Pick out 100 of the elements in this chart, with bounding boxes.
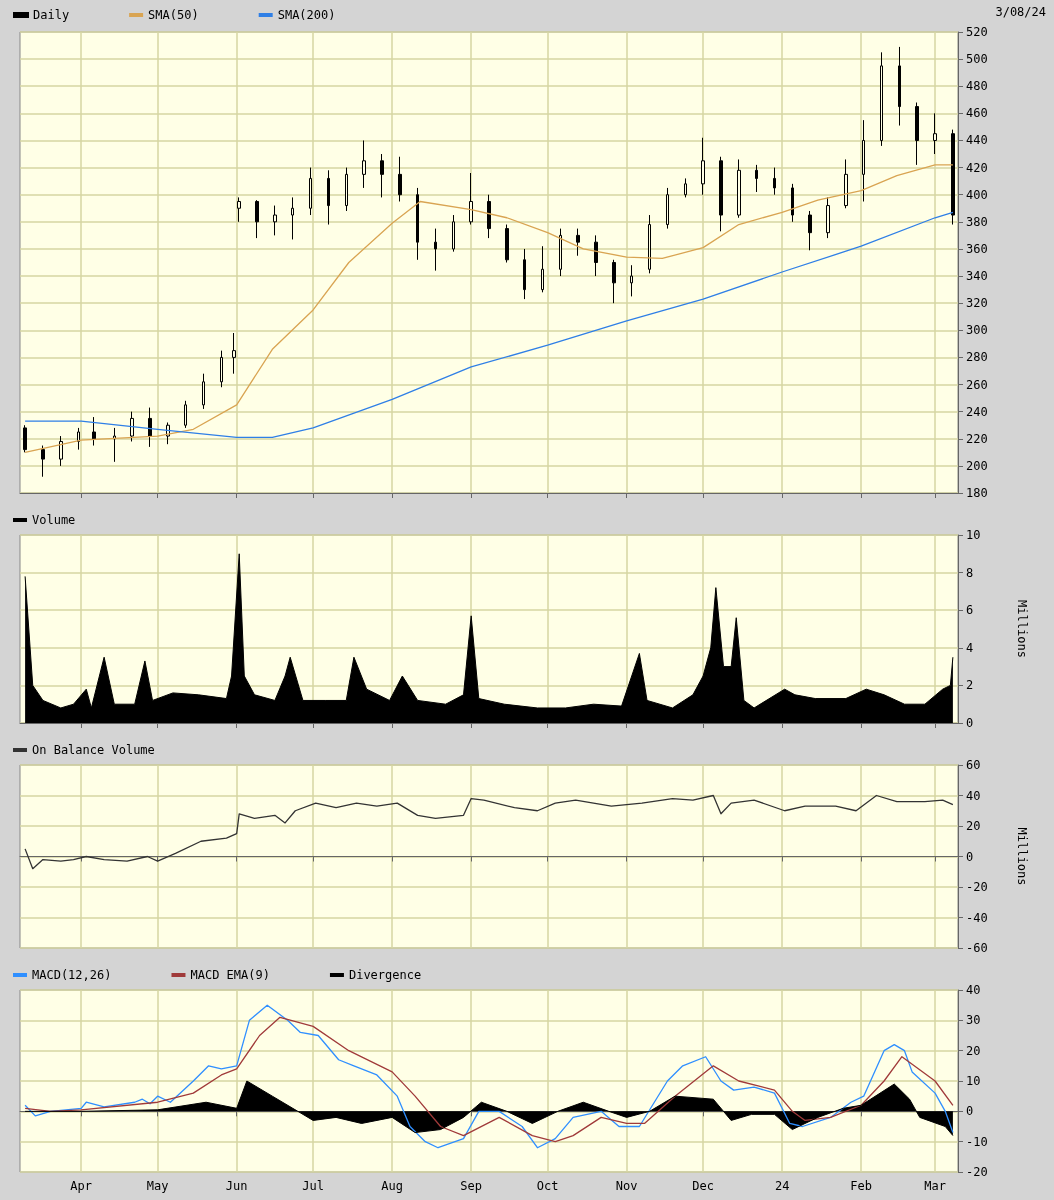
y-tick-label: -60 <box>966 941 988 955</box>
x-tick-label: Feb <box>850 1179 872 1193</box>
candlestick <box>77 427 80 451</box>
candlestick <box>184 400 187 429</box>
line-series <box>24 164 954 453</box>
y-tick-label: 240 <box>966 404 988 419</box>
legend-label: Daily <box>33 8 70 22</box>
candlestick <box>630 264 633 297</box>
y-tick-label: 420 <box>966 160 988 175</box>
y-tick-label: 260 <box>966 377 988 392</box>
y-tick-label: 400 <box>966 187 988 202</box>
x-tick-label: Apr <box>70 1179 93 1193</box>
y-axis-title: Millions <box>1015 827 1029 886</box>
y-tick-label: 20 <box>966 1043 981 1058</box>
y-tick-label: 220 <box>966 431 988 446</box>
x-tick-label: Jun <box>225 1179 248 1193</box>
x-tick-label: Jul <box>302 1179 324 1193</box>
y-tick-label: 4 <box>966 640 974 655</box>
x-tick-label: Sep <box>460 1179 482 1193</box>
candlestick <box>523 248 526 300</box>
x-tick-label: Dec <box>692 1179 714 1193</box>
y-tick-label: -10 <box>966 1134 988 1149</box>
candlestick <box>773 167 776 196</box>
y-tick-label: 380 <box>966 214 988 229</box>
candlestick <box>719 156 723 232</box>
y-tick-label: 6 <box>966 603 974 618</box>
candlestick <box>933 112 937 155</box>
candlestick <box>826 196 830 239</box>
x-tick-label: 24 <box>774 1179 790 1193</box>
legend-label: MACD EMA(9) <box>190 968 270 982</box>
y-tick-label: 300 <box>966 323 988 338</box>
candlestick <box>273 205 277 236</box>
candlestick <box>612 259 616 304</box>
candlestick <box>452 214 455 253</box>
y-tick-label: 40 <box>966 983 981 997</box>
y-tick-label: 320 <box>966 296 988 311</box>
legend-label: Volume <box>32 513 76 527</box>
line-series <box>24 794 954 870</box>
candlestick <box>220 350 223 388</box>
candlestick <box>576 228 580 257</box>
y-tick-label: 180 <box>966 486 988 500</box>
candlestick <box>380 153 384 198</box>
candlestick <box>684 177 687 198</box>
x-tick-label: Mar <box>924 1179 946 1193</box>
y-tick-label: 460 <box>966 106 988 121</box>
candlestick <box>701 137 705 196</box>
y-tick-label: 0 <box>966 1104 974 1119</box>
y-tick-label: 440 <box>966 133 988 148</box>
line-series <box>24 211 954 439</box>
candlestick <box>202 373 205 410</box>
candlestick <box>808 210 812 251</box>
candlestick <box>791 183 794 223</box>
x-tick-label: Oct <box>536 1179 559 1193</box>
candlestick <box>898 46 901 127</box>
candlestick <box>345 167 348 212</box>
candlestick <box>755 164 758 193</box>
candlestick <box>232 332 236 375</box>
legend-label: On Balance Volume <box>32 743 155 757</box>
y-tick-label: 520 <box>966 25 988 39</box>
candlestick <box>398 156 402 202</box>
y-tick-label: 8 <box>966 565 974 580</box>
text: 3/08/24 <box>995 5 1047 19</box>
legend-label: Divergence <box>348 968 422 982</box>
candlestick <box>362 139 366 189</box>
legend-label: SMA(50) <box>148 8 199 22</box>
candlestick <box>469 172 473 226</box>
y-axis-title: Millions <box>1015 600 1029 658</box>
y-tick-label: 60 <box>966 758 981 772</box>
candlestick <box>434 228 437 272</box>
y-tick-label: 280 <box>966 350 988 365</box>
y-tick-label: 30 <box>966 1013 981 1028</box>
legend-label: MACD(12,26) <box>32 968 112 982</box>
candlestick <box>880 51 883 147</box>
candlestick <box>416 187 419 261</box>
legend-label: SMA(200) <box>277 8 336 22</box>
candlestick <box>237 196 241 223</box>
candlestick <box>327 169 330 226</box>
candlestick <box>862 119 865 202</box>
candlestick <box>309 167 312 216</box>
y-tick-label: 40 <box>966 788 981 803</box>
y-tick-label: 2 <box>966 678 974 693</box>
candlestick <box>594 234 598 277</box>
candlestick <box>23 424 27 453</box>
y-tick-label: 500 <box>966 52 988 67</box>
y-tick-label: 10 <box>966 1074 981 1088</box>
y-tick-label: 360 <box>966 241 988 256</box>
candlestick <box>541 245 544 293</box>
y-tick-label: 340 <box>966 269 988 284</box>
candlestick <box>59 435 63 467</box>
candlestick <box>41 445 45 478</box>
candlestick <box>148 407 152 448</box>
x-tick-label: May <box>146 1179 169 1193</box>
candlestick <box>255 199 259 239</box>
candlestick <box>915 102 919 166</box>
y-tick-label: -20 <box>966 880 988 894</box>
y-tick-label: 10 <box>966 528 981 542</box>
y-tick-label: -20 <box>966 1165 988 1179</box>
candlestick <box>666 187 669 230</box>
candlestick <box>130 411 134 442</box>
candlestick <box>487 194 491 239</box>
